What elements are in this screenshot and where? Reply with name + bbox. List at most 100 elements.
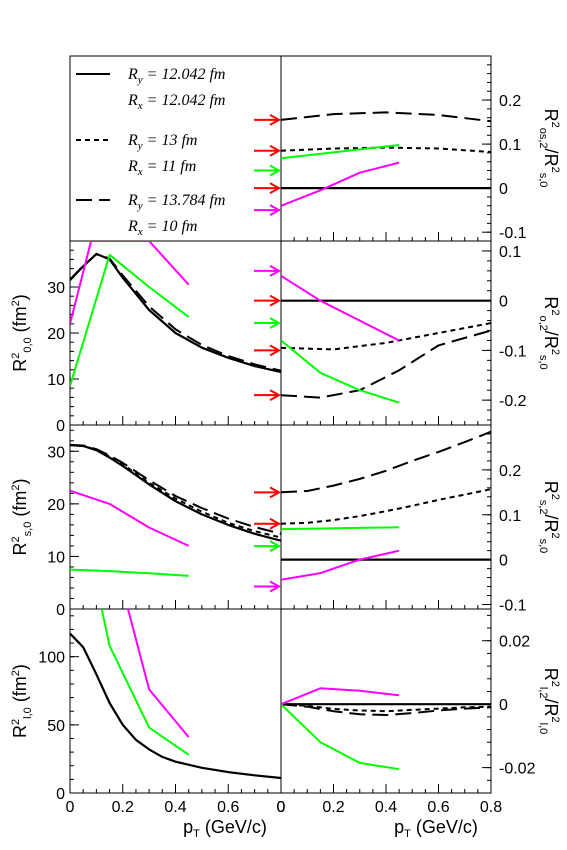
x-tick-label: 0 bbox=[66, 799, 75, 816]
y-tick-label: 0 bbox=[56, 418, 65, 435]
arrow-marker bbox=[254, 580, 282, 593]
series-line-green bbox=[100, 609, 190, 756]
arrow-marker bbox=[254, 264, 282, 277]
legend-rx-label: Rx = 10 fm bbox=[127, 218, 197, 238]
panel-R2_s0: 30 20 10 0 bbox=[47, 424, 282, 619]
x-tick-label: 0.6 bbox=[427, 799, 449, 816]
y-axis-label-left: R20,0 (fm2) bbox=[10, 294, 34, 372]
panel-frame bbox=[280, 608, 492, 794]
series-line-long-dash bbox=[70, 253, 281, 372]
arrow-marker bbox=[254, 182, 282, 195]
series-group bbox=[70, 443, 281, 577]
arrow-marker bbox=[254, 486, 282, 499]
legend-entry: Ry = 13 fm Rx = 11 fm bbox=[76, 132, 197, 178]
y-tick-label: 20 bbox=[47, 326, 65, 343]
y-tick-label: 30 bbox=[47, 280, 65, 297]
x-axis-label: pT (GeV/c) bbox=[183, 817, 267, 840]
panel-frame bbox=[69, 608, 282, 794]
series-line-short-dash bbox=[281, 322, 491, 351]
y-tick-label: 0 bbox=[499, 181, 508, 198]
arrow-marker bbox=[254, 144, 282, 157]
panel-R2_s2_over_R2_s0: 0.2 0.1 0 -0.1 bbox=[254, 424, 527, 615]
series-group bbox=[70, 609, 281, 780]
y-tick-label: 0 bbox=[499, 553, 508, 570]
series-line-magenta bbox=[127, 609, 190, 738]
y-tick-label: 0.2 bbox=[499, 463, 521, 480]
y-tick-label: 0 bbox=[56, 786, 65, 803]
y-tick-label: 0.2 bbox=[499, 93, 521, 110]
y-tick-label: 0.1 bbox=[499, 244, 521, 261]
series-line-magenta bbox=[281, 549, 400, 581]
y-tick-label: -0.1 bbox=[499, 598, 527, 615]
x-axis-label: pT (GeV/c) bbox=[394, 817, 478, 840]
axis-labels-layer: pT (GeV/c) pT (GeV/c) R20,0 (fm2) R2s,0 (fm… bbox=[10, 109, 561, 840]
arrow-marker bbox=[254, 517, 282, 530]
y-tick-label: 0.02 bbox=[499, 634, 530, 651]
series-line-long-dash bbox=[281, 430, 491, 494]
legend-entry: Ry = 13.784 fm Rx = 10 fm bbox=[76, 192, 225, 238]
y-tick-label: 10 bbox=[47, 549, 65, 566]
panel-frame bbox=[280, 424, 492, 610]
series-line-short-dash bbox=[281, 146, 491, 153]
series-line-magenta bbox=[70, 489, 190, 547]
y-axis-label-right: R2o,2/R2s,0 bbox=[537, 296, 561, 369]
arrow-marker bbox=[254, 164, 282, 177]
series-line-short-dash bbox=[70, 444, 281, 539]
arrow-marker bbox=[254, 113, 282, 126]
y-tick-label: 100 bbox=[38, 650, 65, 667]
y-tick-label: -0.2 bbox=[499, 393, 527, 410]
y-axis-label-left: R2l,0 (fm2) bbox=[10, 664, 34, 738]
y-tick-label: 10 bbox=[47, 372, 65, 389]
series-line-short-dash bbox=[281, 488, 491, 525]
series-group bbox=[281, 430, 491, 581]
y-axis-label-right: R2s,2/R2s,0 bbox=[537, 481, 561, 554]
x-tick-label: 0.2 bbox=[322, 799, 344, 816]
series-line-green bbox=[281, 144, 400, 160]
series-line-green bbox=[70, 253, 190, 387]
panels-layer: 0.20.10-0.130201000.10-0.1-0.230201000.2… bbox=[38, 55, 536, 816]
y-tick-label: 30 bbox=[47, 444, 65, 461]
series-line-short-dash bbox=[281, 703, 491, 713]
y-tick-label: -0.1 bbox=[499, 225, 527, 242]
panel-R2_o2_over_R2_s0: 0.1 0 -0.1 -0.2 bbox=[254, 240, 527, 426]
series-line-magenta bbox=[281, 161, 400, 207]
series-line-green bbox=[281, 526, 400, 531]
y-tick-label: -0.02 bbox=[499, 761, 536, 778]
panel-R2_l2_over_R2_l0: 0.02 0 -0.02 0 0.2 0.4 0.6 0.8 bbox=[277, 608, 536, 816]
legend-entry: Ry = 12.042 fm Rx = 12.042 fm bbox=[76, 66, 225, 112]
y-tick-label: -0.1 bbox=[499, 343, 527, 360]
legend-rx-label: Rx = 11 fm bbox=[127, 158, 196, 178]
series-line-long-dash bbox=[281, 111, 491, 123]
legend: Ry = 12.042 fm Rx = 12.042 fm Ry = 13 fm Rx… bbox=[76, 66, 225, 238]
x-tick-label: 0.4 bbox=[375, 799, 397, 816]
series-line-magenta bbox=[70, 241, 190, 325]
arrow-marker bbox=[254, 317, 282, 329]
series-line-long-dash bbox=[281, 703, 491, 716]
series-line-long-dash bbox=[70, 444, 281, 535]
series-line-magenta bbox=[281, 274, 400, 342]
y-tick-label: 0 bbox=[56, 602, 65, 619]
y-tick-label: 0 bbox=[499, 294, 508, 311]
y-tick-label: 50 bbox=[47, 718, 65, 735]
arrow-marker bbox=[254, 344, 282, 357]
series-group bbox=[281, 111, 491, 207]
panel-R2_os2_over_R2_s0: 0.2 0.1 0 -0.1 bbox=[254, 55, 527, 242]
y-tick-label: 0.1 bbox=[499, 137, 521, 154]
x-tick-label: 0 bbox=[277, 799, 286, 816]
series-line-green bbox=[281, 703, 400, 771]
legend-rx-label: Rx = 12.042 fm bbox=[127, 92, 225, 112]
arrow-marker bbox=[254, 540, 282, 553]
series-line-green bbox=[281, 339, 400, 404]
series-group bbox=[70, 241, 281, 387]
y-axis-label-right: R2l,2/R2l,0 bbox=[537, 668, 561, 735]
series-group bbox=[281, 687, 491, 771]
series-group bbox=[281, 274, 491, 404]
legend-ry-label: Ry = 12.042 fm bbox=[127, 66, 225, 86]
y-tick-label: 20 bbox=[47, 497, 65, 514]
arrow-marker bbox=[254, 389, 282, 402]
legend-ry-label: Ry = 13 fm bbox=[127, 132, 197, 152]
series-line-solid bbox=[70, 252, 281, 374]
arrow-marker bbox=[254, 294, 282, 307]
